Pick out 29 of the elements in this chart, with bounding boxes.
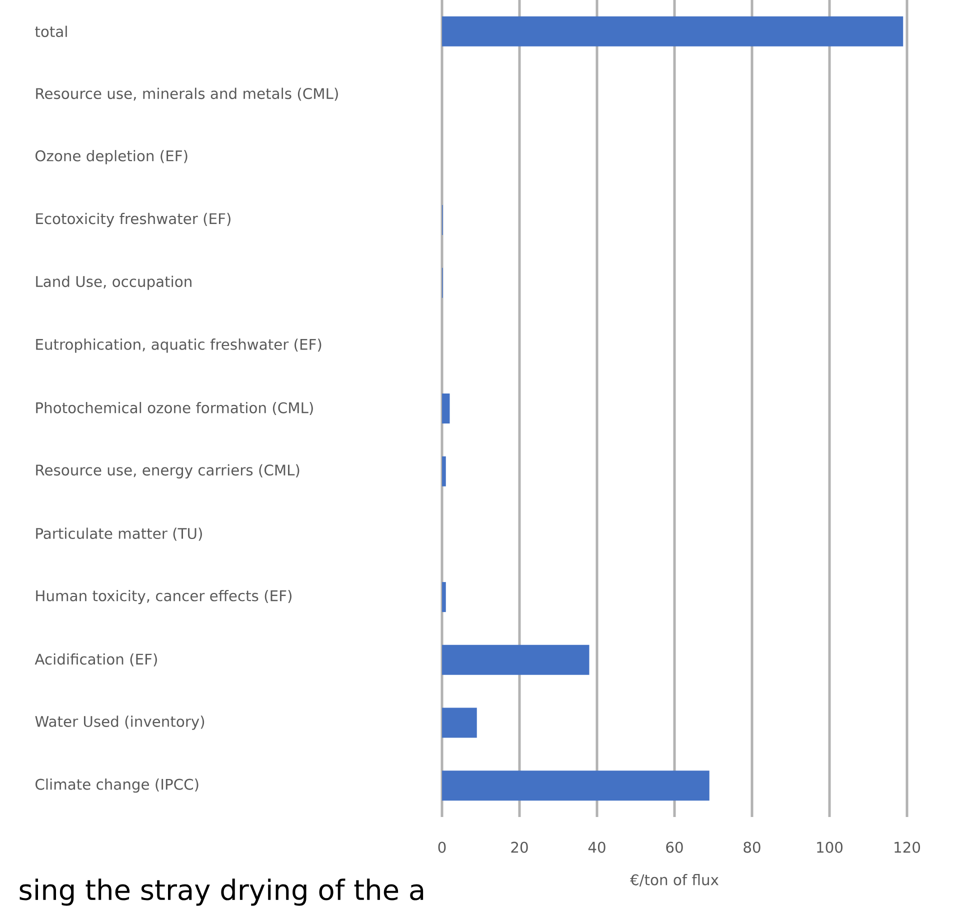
y-tick-label: Resource use, minerals and metals (CML): [36, 88, 338, 101]
y-tick-label: Resource use, energy carriers (CML): [36, 464, 300, 478]
bar: [442, 16, 904, 46]
y-tick-label: Human toxicity, cancer effects (EF): [36, 590, 292, 604]
y-tick-label: Climate change (IPCC): [36, 778, 198, 793]
y-tick-label: total: [35, 26, 67, 38]
x-tick-label: 0: [438, 842, 446, 853]
x-tick-label: 80: [744, 842, 760, 853]
bar: [442, 708, 477, 738]
bar: [442, 394, 450, 424]
y-tick-label: Ecotoxicity freshwater (EF): [36, 212, 230, 228]
x-tick-label: 40: [588, 842, 606, 853]
bar: [442, 582, 446, 612]
x-tick-label: 60: [666, 842, 683, 853]
y-tick-label: Acidification (EF): [34, 653, 157, 666]
y-tick-label: Ozone depletion (EF): [36, 150, 188, 164]
bar: [442, 644, 590, 675]
y-tick-label: Eutrophication, aquatic freshwater (EF): [36, 338, 322, 353]
x-tick-label: 20: [511, 842, 528, 853]
bar: [442, 770, 710, 801]
x-tick-label: 100: [817, 842, 843, 853]
x-tick-label: 120: [894, 842, 920, 853]
y-tick-label: Land Use, occupation: [36, 276, 192, 290]
x-axis-title: €/ton of flux: [630, 874, 718, 886]
y-tick-label: Water Used (inventory): [35, 716, 204, 730]
y-tick-label: Particulate matter (TU): [36, 528, 202, 541]
y-tick-label: Photochemical ozone formation (CML): [36, 402, 313, 416]
bar: [442, 456, 446, 486]
text: sing the stray drying of the a: [20, 878, 424, 906]
